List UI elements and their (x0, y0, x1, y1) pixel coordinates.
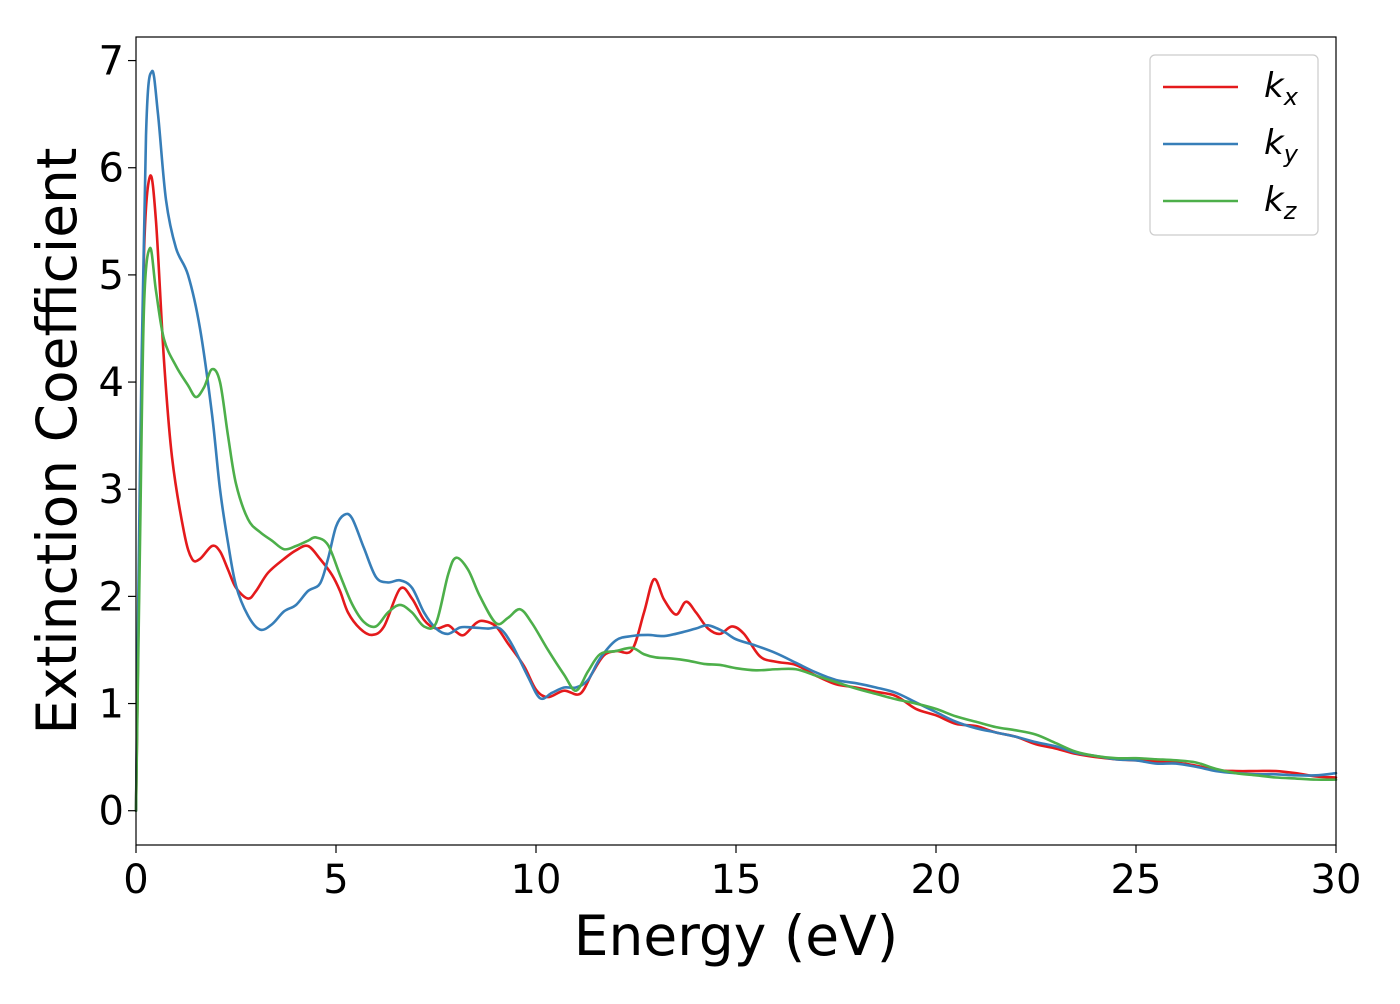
y-tick-label: 0 (99, 789, 124, 835)
x-tick-label: 10 (511, 857, 562, 903)
x-tick-label: 20 (911, 857, 962, 903)
y-tick-label: 7 (99, 39, 124, 85)
y-axis-title: Extinction Coefficient (25, 148, 89, 735)
series-line-kx (134, 174, 1338, 813)
y-tick-label: 6 (99, 146, 124, 192)
x-axis-title: Energy (eV) (574, 904, 898, 968)
x-tick-label: 25 (1111, 857, 1162, 903)
x-tick-label: 15 (711, 857, 762, 903)
tick-layer: 0 5 10 15 20 25 30 0 1 2 3 4 5 6 7 (99, 39, 1362, 903)
series-line-kz (134, 246, 1338, 813)
y-tick-label: 5 (99, 253, 124, 299)
y-tick-label: 3 (99, 467, 124, 513)
y-tick-label: 1 (99, 682, 124, 728)
y-tick-label: 4 (99, 360, 124, 406)
x-tick-label: 30 (1311, 857, 1362, 903)
x-tick-label: 0 (123, 857, 148, 903)
x-tick-label: 5 (323, 857, 348, 903)
y-tick-label: 2 (99, 574, 124, 620)
series-line-ky (134, 69, 1338, 813)
series-layer (134, 69, 1338, 813)
